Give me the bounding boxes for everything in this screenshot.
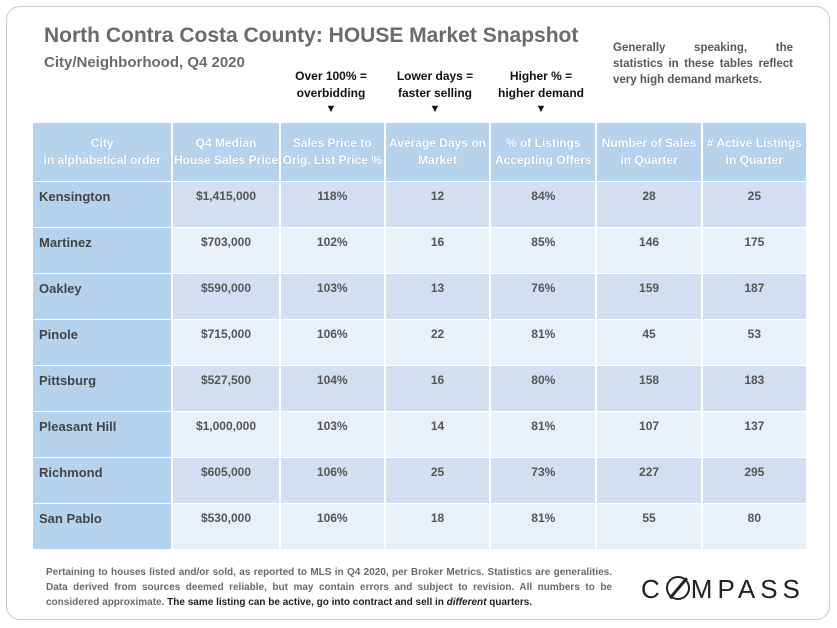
table-header-row: City in alphabetical order Q4 Median House… <box>33 123 806 181</box>
callout-line: faster selling <box>397 86 473 100</box>
value-cell: 16 <box>385 228 490 273</box>
city-cell: Pinole <box>33 320 172 365</box>
table-row: Richmond $605,000 106% 25 73% 227 295 <box>33 458 806 503</box>
value-cell: 137 <box>702 412 806 457</box>
value-cell: 55 <box>597 504 701 549</box>
value-cell: 28 <box>597 182 701 227</box>
value-cell: 14 <box>385 412 490 457</box>
value-cell: 103% <box>280 274 384 319</box>
value-cell: 183 <box>702 366 806 411</box>
value-cell: 73% <box>491 458 596 503</box>
compass-logo: C MPASS <box>641 574 805 604</box>
value-cell: 159 <box>597 274 701 319</box>
page-title: North Contra Costa County: HOUSE Market … <box>44 24 579 47</box>
city-cell: Pleasant Hill <box>33 412 172 457</box>
value-cell: 106% <box>280 320 384 365</box>
city-cell: Martinez <box>33 228 172 273</box>
table-row: Martinez $703,000 102% 16 85% 146 175 <box>33 228 806 273</box>
table-row: Pittsburg $527,500 104% 16 80% 158 183 <box>33 366 806 411</box>
table-body: Kensington $1,415,000 118% 12 84% 28 25 Martine… <box>33 182 806 549</box>
value-cell: $590,000 <box>173 274 279 319</box>
value-cell: 187 <box>702 274 806 319</box>
value-cell: 13 <box>385 274 490 319</box>
value-cell: 18 <box>385 504 490 549</box>
logo-o-icon <box>665 576 690 600</box>
demand-note: Generally speaking, the statistics in th… <box>613 42 793 86</box>
value-cell: 12 <box>385 182 490 227</box>
city-cell: Kensington <box>33 182 172 227</box>
higher-demand-callout: Higher % = higher demand ▼ <box>490 68 592 116</box>
value-cell: $703,000 <box>173 228 279 273</box>
column-header: Sales Price to Orig. List Price % <box>280 123 384 181</box>
value-cell: 80% <box>491 366 596 411</box>
value-cell: 81% <box>491 504 596 549</box>
value-cell: 146 <box>597 228 701 273</box>
value-cell: 175 <box>702 228 806 273</box>
value-cell: 84% <box>491 182 596 227</box>
city-cell: Oakley <box>33 274 172 319</box>
table-row: Oakley $590,000 103% 13 76% 159 187 <box>33 274 806 319</box>
value-cell: 106% <box>280 458 384 503</box>
disclaimer-italic: different <box>446 597 487 608</box>
value-cell: 104% <box>280 366 384 411</box>
value-cell: $1,415,000 <box>173 182 279 227</box>
down-arrow-icon: ▼ <box>325 103 337 115</box>
value-cell: 45 <box>597 320 701 365</box>
page-subtitle: City/Neighborhood, Q4 2020 <box>44 54 245 71</box>
faster-selling-callout: Lower days = faster selling ▼ <box>386 68 484 116</box>
column-header: Number of Sales in Quarter <box>597 123 701 181</box>
value-cell: 25 <box>702 182 806 227</box>
callout-line: Higher % = <box>509 69 573 83</box>
value-cell: $527,500 <box>173 366 279 411</box>
disclaimer-emphasis: The same listing can be active, go into … <box>167 597 444 608</box>
table-row: Kensington $1,415,000 118% 12 84% 28 25 <box>33 182 806 227</box>
down-arrow-icon: ▼ <box>535 103 547 115</box>
value-cell: $1,000,000 <box>173 412 279 457</box>
callout-line: overbidding <box>296 86 366 100</box>
city-cell: Richmond <box>33 458 172 503</box>
column-header: # Active Listings in Quarter <box>702 123 806 181</box>
city-cell: San Pablo <box>33 504 172 549</box>
value-cell: 158 <box>597 366 701 411</box>
value-cell: 81% <box>491 320 596 365</box>
table-row: San Pablo $530,000 106% 18 81% 55 80 <box>33 504 806 549</box>
value-cell: 227 <box>597 458 701 503</box>
callout-line: Over 100% = <box>295 69 367 83</box>
value-cell: $715,000 <box>173 320 279 365</box>
value-cell: $530,000 <box>173 504 279 549</box>
column-header: City in alphabetical order <box>33 123 172 181</box>
value-cell: 25 <box>385 458 490 503</box>
table-row: Pinole $715,000 106% 22 81% 45 53 <box>33 320 806 365</box>
overbidding-callout: Over 100% = overbidding ▼ <box>283 68 379 116</box>
column-header: % of Listings Accepting Offers <box>491 123 596 181</box>
value-cell: 118% <box>280 182 384 227</box>
value-cell: 295 <box>702 458 806 503</box>
table-row: Pleasant Hill $1,000,000 103% 14 81% 107 137 <box>33 412 806 457</box>
column-header: Q4 Median House Sales Price <box>173 123 279 181</box>
value-cell: 53 <box>702 320 806 365</box>
callout-line: Lower days = <box>396 69 474 83</box>
market-table: City in alphabetical order Q4 Median House… <box>31 122 808 550</box>
value-cell: 22 <box>385 320 490 365</box>
value-cell: 80 <box>702 504 806 549</box>
value-cell: 16 <box>385 366 490 411</box>
callout-line: higher demand <box>497 86 584 100</box>
value-cell: $605,000 <box>173 458 279 503</box>
value-cell: 81% <box>491 412 596 457</box>
value-cell: 102% <box>280 228 384 273</box>
value-cell: 106% <box>280 504 384 549</box>
value-cell: 103% <box>280 412 384 457</box>
value-cell: 107 <box>597 412 701 457</box>
disclaimer-text: Pertaining to houses listed and/or sold,… <box>46 567 612 608</box>
column-header: Average Days on Market <box>385 123 490 181</box>
value-cell: 85% <box>491 228 596 273</box>
footer-disclaimer: Pertaining to houses listed and/or sold,… <box>46 565 612 610</box>
disclaimer-emphasis-end: quarters. <box>489 597 533 608</box>
down-arrow-icon: ▼ <box>429 103 441 115</box>
city-cell: Pittsburg <box>33 366 172 411</box>
value-cell: 76% <box>491 274 596 319</box>
